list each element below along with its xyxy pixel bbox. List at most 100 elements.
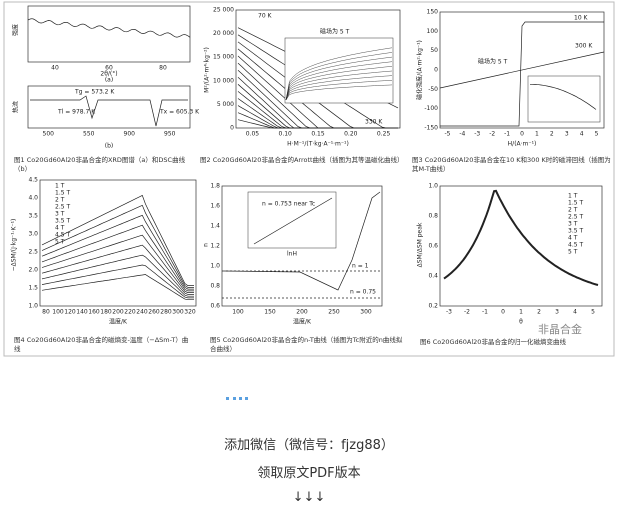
legend-entry: 3 T [568,221,578,228]
caption: 图5 Co20Gd60Al20非晶合金的n-T曲线（插图为Tc附近的n曲线拟合曲… [210,336,403,353]
legend-entry: 2.5 T [568,214,583,221]
y-tick-label: -100 [424,105,438,112]
hysteresis-10k [440,21,604,127]
x-tick-label: 550 [83,131,95,138]
annotation: Tg = 573.2 K [74,89,115,96]
axis-label: 温度/K [109,318,128,326]
x-tick-label: 160 [88,309,100,316]
x-tick-label: 240 [136,309,148,316]
axis-label: ΔSM/ΔSM peak [417,222,424,267]
y-tick-label: 4.5 [28,177,38,184]
y-tick-label: 1.6 [210,203,220,210]
legend-entry: 2.5 T [55,204,70,211]
y-tick-label: -150 [424,125,438,132]
caption: 图1 Co20Gd60Al20非晶合金的XRD图谱（a）和DSC曲线（b） [14,156,186,173]
entropy-curve [41,264,194,299]
axis-label: n [203,243,210,247]
x-tick-label: -1 [504,131,510,138]
y-tick-label: 1.2 [210,243,220,250]
x-tick-label: 0.15 [311,131,325,138]
x-tick-label: 2 [537,309,541,316]
annotation: 330 K [365,119,383,126]
axis-label: −ΔSM/(J·kg⁻¹·K⁻¹) [11,219,18,272]
y-tick-label: 50 [430,47,438,54]
legend-entry: 2 T [568,207,578,214]
text-line: ↓↓↓ [292,490,326,505]
caption: 图6 Co20Gd60Al20非晶合金的归一化磁熵变曲线 [420,338,566,346]
frame [3,1,615,357]
y-tick-label: 20 000 [213,30,234,37]
inset-curve [285,61,393,101]
y-tick-label: 25 000 [213,7,234,14]
entropy-curve [41,234,194,293]
annotation: 70 K [258,13,273,20]
subplot-label: (a) [105,77,113,84]
legend-entry: 1 T [568,193,578,200]
x-tick-label: 180 [100,309,112,316]
inset-curve [285,52,393,101]
axes [439,11,605,129]
axes [439,185,603,307]
y-tick-label: 4.0 [28,195,38,202]
normalized-curve [443,189,599,286]
legend-entry: 3.5 T [568,228,583,235]
x-tick-label: -1 [482,309,488,316]
annotation: 磁场为 5 T [478,58,508,66]
x-tick-label: 3 [555,309,559,316]
legend-entry: 1 T [55,183,65,190]
inset-fit [253,197,333,245]
x-tick-label: 900 [124,131,136,138]
text-line: 领取原文PDF版本 [257,466,361,481]
annotation: 磁场为 5 T [320,28,350,36]
y-tick-label: 0.6 [210,303,220,310]
annotation: n = 1 [352,263,369,270]
axes [27,85,191,129]
x-tick-label: 220 [124,309,136,316]
x-tick-label: 150 [264,309,276,316]
x-tick-label: 120 [64,309,76,316]
axis-label: 2θ/(°) [100,71,117,78]
x-tick-label: 0.25 [377,131,391,138]
x-tick-label: 0 [520,131,524,138]
x-tick-label: 4 [580,131,584,138]
x-tick-label: -2 [489,131,495,138]
annotation: 10 K [574,15,589,22]
x-tick-label: 950 [164,131,176,138]
x-tick-label: -3 [446,309,452,316]
entropy-curve [41,254,194,297]
inset [527,75,601,123]
axis-label: 温度/K [293,318,312,326]
y-tick-label: 3.5 [28,213,38,220]
x-tick-label: 0.10 [279,131,293,138]
y-tick-label: 1.5 [28,285,38,292]
legend-entry: 3 T [55,211,65,218]
x-tick-label: 40 [51,65,59,72]
axis-label: θ [519,319,523,326]
text-line: 添加微信（微信号：fjzg88） [224,438,394,453]
y-tick-label: 0.8 [210,283,220,290]
y-tick-label: 5 000 [217,101,234,108]
y-tick-label: 1.0 [28,303,38,310]
n-curve [223,191,381,291]
x-tick-label: 0 [501,309,505,316]
dsc-curve [30,95,188,127]
x-tick-label: 260 [148,309,160,316]
hysteresis-300k [439,51,605,89]
arrott-curve [237,119,398,129]
x-tick-label: 0.05 [246,131,260,138]
x-tick-label: -2 [464,309,470,316]
x-tick-label: 250 [328,309,340,316]
x-tick-label: 320 [184,309,196,316]
divider-arrow [226,397,248,400]
entropy-curve [41,214,194,290]
axis-label: H/(A·m⁻¹) [508,141,537,148]
axis-label: 磁化强度/(A·m²·kg⁻¹) [416,40,424,100]
legend-entry: 5 T [55,239,65,246]
y-tick-label: 100 [427,28,439,35]
inset-curve [285,80,393,101]
x-tick-label: 300 [360,309,372,316]
x-tick-label: 0.20 [344,131,358,138]
x-tick-label: 80 [42,309,50,316]
x-tick-label: 500 [43,131,55,138]
